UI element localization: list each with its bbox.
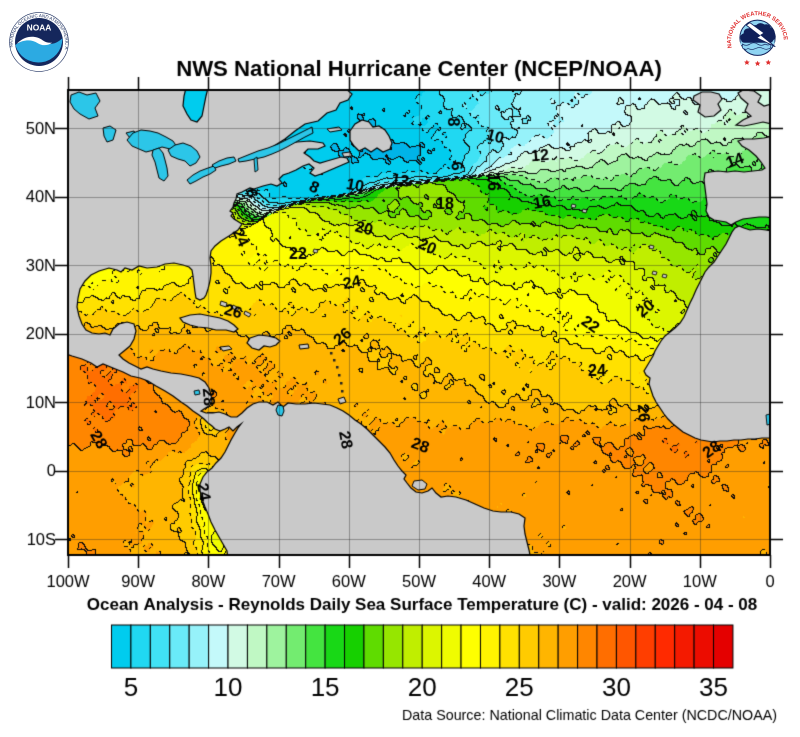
svg-text:NOAA: NOAA [27, 23, 52, 33]
